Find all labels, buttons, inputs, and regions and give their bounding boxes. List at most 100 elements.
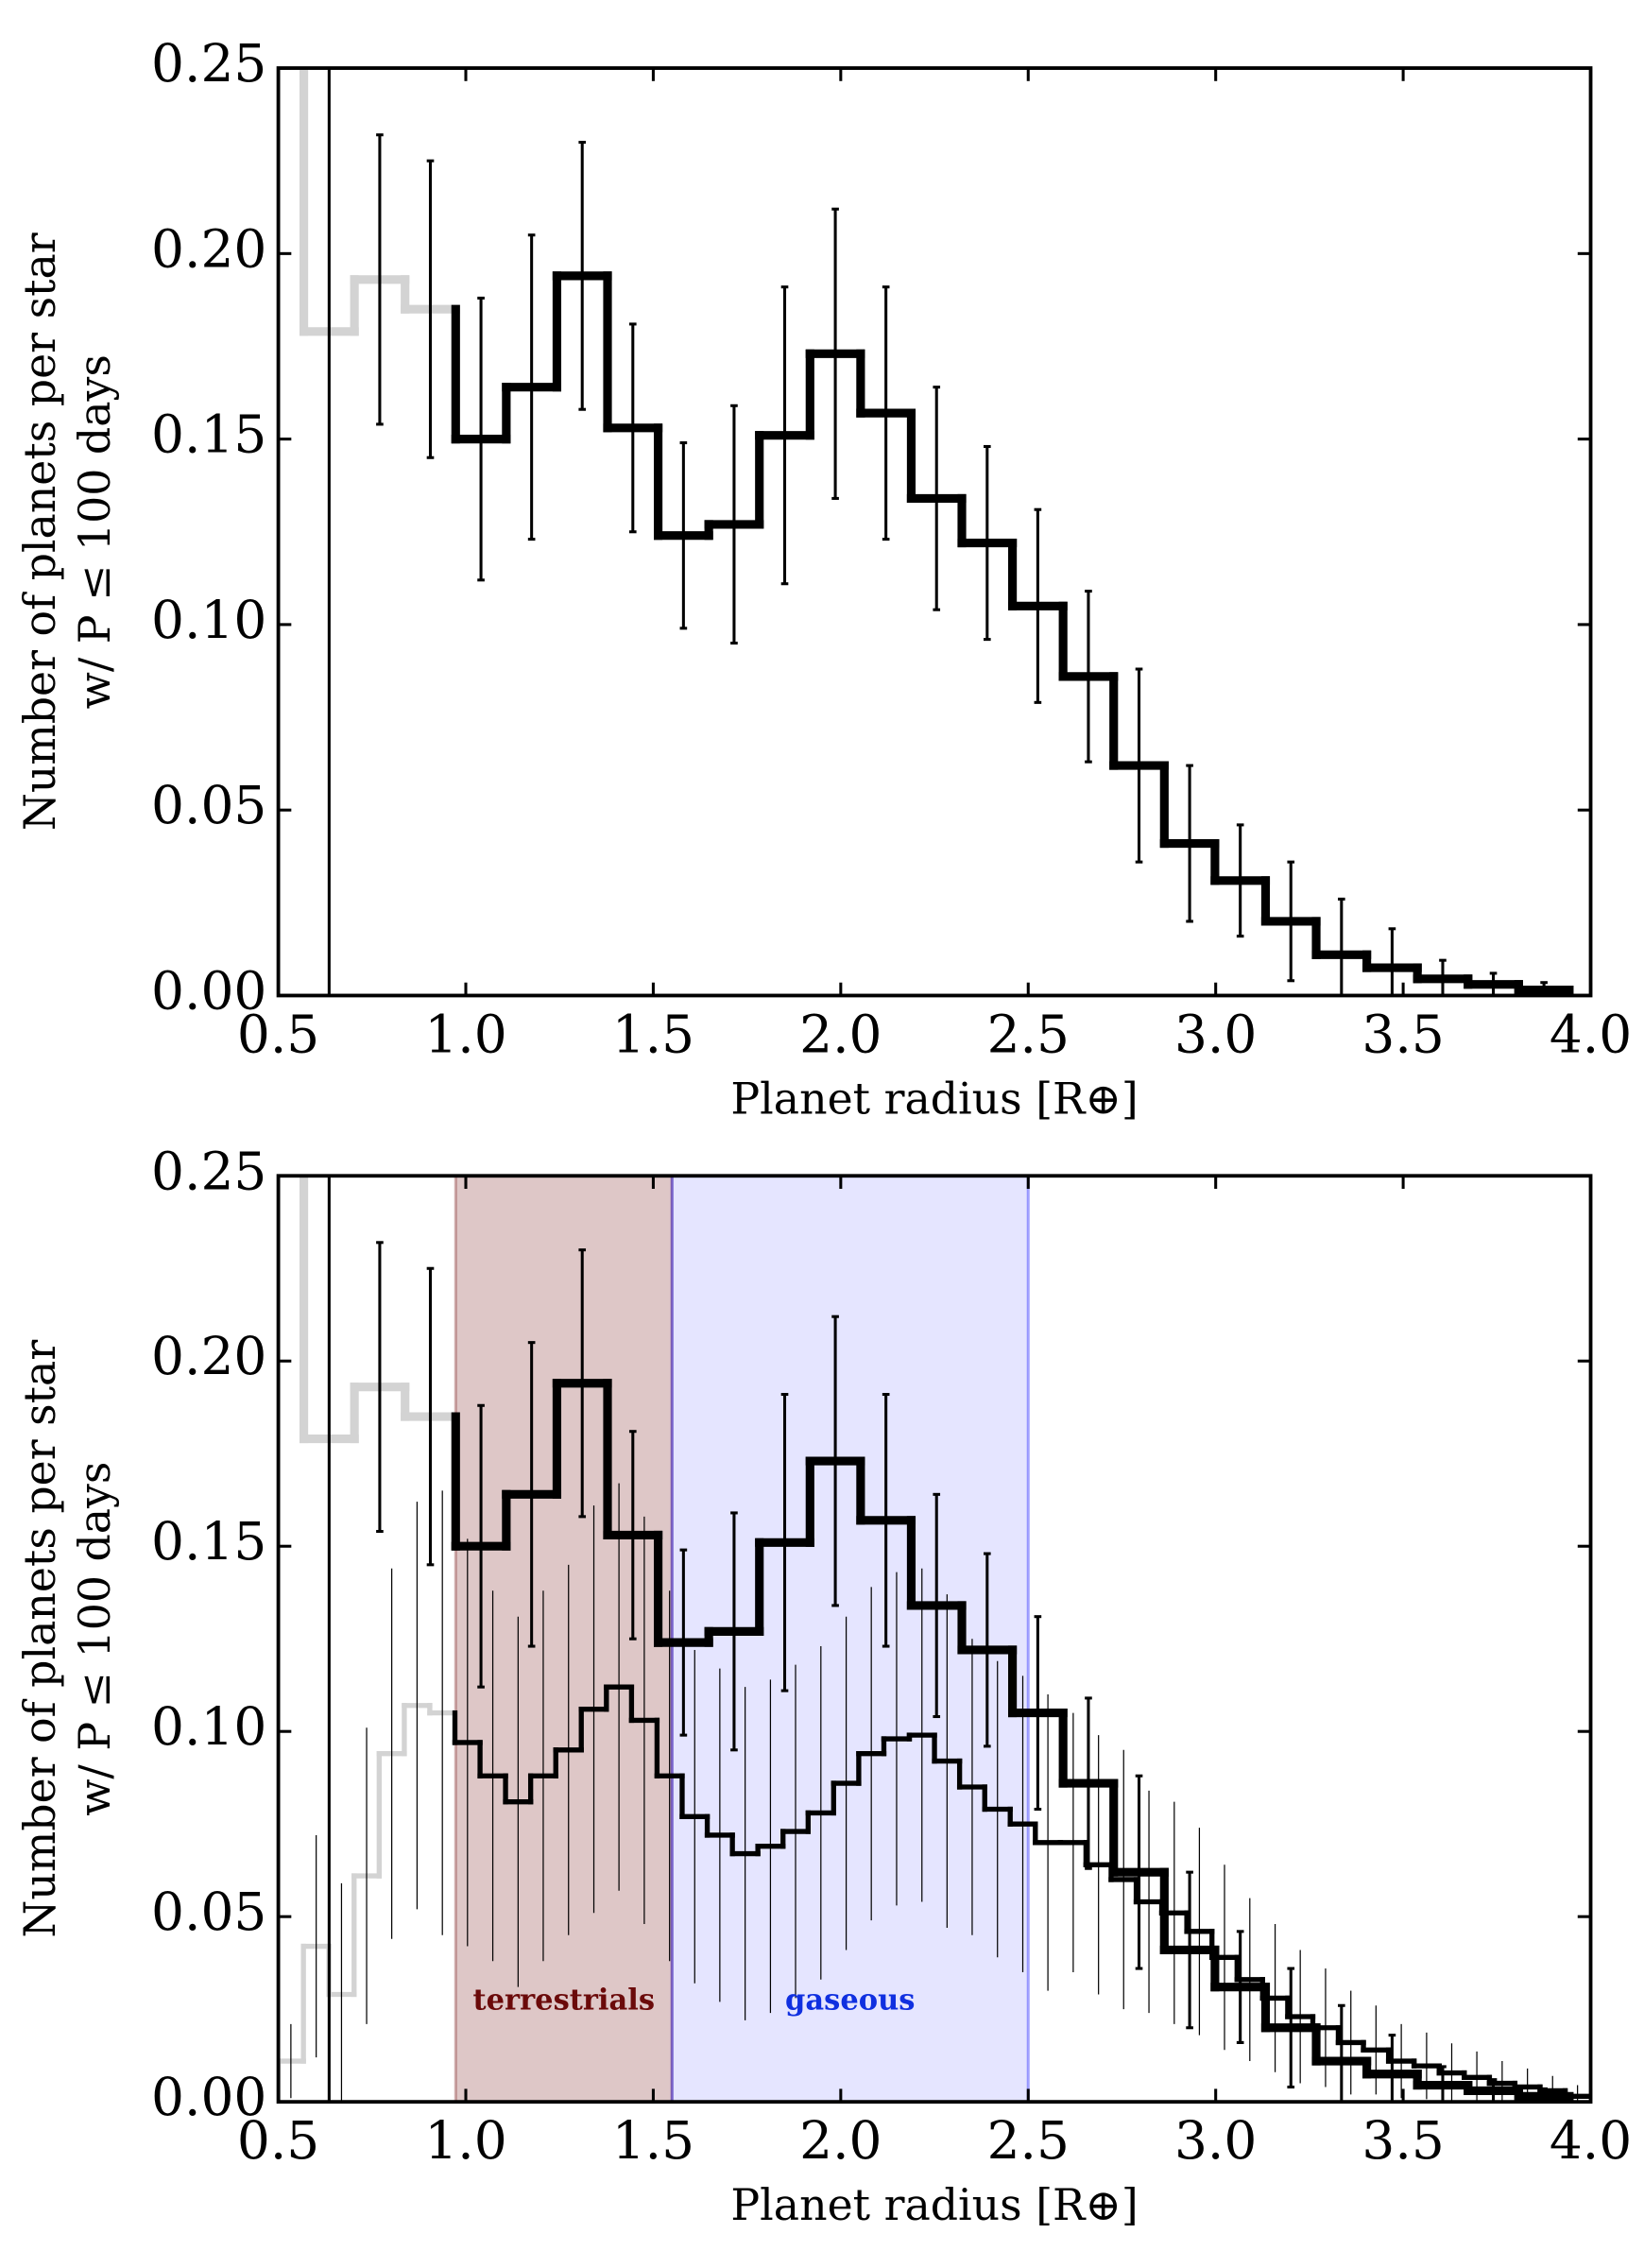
y-tick-label: 0.05 [151, 1881, 266, 1942]
y-tick-label: 0.15 [151, 1511, 266, 1572]
y-tick-label: 0.20 [151, 1326, 266, 1386]
error-bar [1287, 860, 1295, 983]
error-bar [426, 1266, 435, 1567]
x-tick-label: 2.0 [799, 2110, 882, 2171]
histogram-series [451, 271, 1574, 995]
error-bar [780, 285, 789, 586]
error-bar [578, 141, 587, 411]
error-bar [1085, 1696, 1092, 1870]
y-tick-label: 0.25 [151, 1141, 266, 1201]
error-bar [477, 296, 485, 582]
error-bar [730, 1511, 738, 1752]
error-bar [1489, 2078, 1498, 2103]
error-bar [1186, 764, 1193, 923]
error-bar [477, 1403, 485, 1689]
x-axis-label: Planet radius [R⊕] [730, 1074, 1138, 1124]
error-bar [376, 1241, 384, 1534]
x-tick-label: 2.0 [799, 1004, 882, 1064]
y-tick-label: 0.20 [151, 218, 266, 279]
error-bar [527, 233, 536, 541]
error-bar [983, 1552, 991, 1748]
error-bar [578, 1248, 587, 1519]
axes-frame [276, 66, 1593, 998]
x-tick-label: 1.5 [612, 2110, 694, 2171]
error-bar [730, 404, 738, 645]
y-axis-label: Number of planets per star [15, 232, 65, 831]
x-tick-label: 3.5 [1361, 1004, 1444, 1064]
region-label: gaseous [785, 1983, 915, 2017]
error-bar [1439, 958, 1447, 996]
error-bar [1085, 590, 1092, 764]
error-bars [477, 141, 1548, 996]
x-tick-label: 4.0 [1550, 2110, 1632, 2171]
error-bars [290, 1490, 443, 2103]
error-bar [1287, 1967, 1295, 2089]
error-bar [1186, 1870, 1193, 2030]
error-bar [831, 1314, 839, 1607]
error-bar [426, 159, 435, 459]
x-tick-label: 2.5 [987, 2110, 1070, 2171]
x-axis-label: Planet radius [R⊕] [730, 2180, 1138, 2230]
error-bar [780, 1392, 789, 1692]
error-bar [1135, 1774, 1143, 1970]
error-bar [1236, 823, 1244, 938]
error-bar [933, 386, 941, 611]
error-bars [278, 68, 435, 996]
error-bar [831, 207, 839, 500]
error-bars [467, 1483, 1579, 2103]
plot-area [278, 68, 1574, 996]
y-axis-label: w/ P ≤ 100 days [70, 354, 120, 709]
x-tick-label: 2.5 [987, 1004, 1070, 1064]
x-tick-label: 3.0 [1174, 1004, 1257, 1064]
y-axis-label: Number of planets per star [15, 1340, 65, 1938]
x-tick-label: 0.5 [237, 1004, 319, 1064]
error-bar [679, 441, 688, 630]
y-tick-label: 0.10 [151, 590, 266, 650]
error-bar [628, 1430, 637, 1641]
error-bar [882, 1392, 890, 1648]
error-bar [1236, 1930, 1244, 2044]
error-bar [679, 1548, 688, 1737]
error-bars [477, 1248, 1548, 2103]
error-bar [376, 133, 384, 426]
y-tick-label: 0.00 [151, 2067, 266, 2127]
x-tick-label: 0.5 [237, 2110, 319, 2171]
error-bar [1034, 507, 1042, 704]
y-tick-label: 0.10 [151, 1696, 266, 1757]
panel: terrestrials gaseous 0.5 1.0 1.5 2.0 2.5 3.0 3.5… [15, 1141, 1632, 2230]
y-tick-label: 0.05 [151, 775, 266, 835]
x-tick-label: 1.5 [612, 1004, 694, 1064]
x-tick-label: 1.0 [424, 1004, 506, 1064]
region-label: terrestrials [472, 1983, 655, 2017]
shaded-region [454, 1176, 674, 2103]
y-tick-label: 0.00 [151, 960, 266, 1021]
error-bar [1034, 1615, 1042, 1812]
error-bar [1135, 667, 1143, 864]
error-bar [1338, 897, 1345, 996]
error-bar [1489, 971, 1498, 996]
error-bar [327, 68, 331, 996]
error-bars [278, 1176, 435, 2103]
error-bar [983, 444, 991, 642]
plot-area [278, 1176, 1591, 2103]
error-bar [882, 285, 890, 541]
y-axis-label: w/ P ≤ 100 days [70, 1462, 120, 1816]
axes-frame [276, 1174, 1593, 2105]
error-bar [1388, 2034, 1396, 2103]
shaded-region [670, 1176, 1030, 2103]
error-bar [1338, 2003, 1345, 2103]
error-bar [1439, 2065, 1447, 2103]
error-bar [628, 322, 637, 534]
x-tick-label: 4.0 [1550, 1004, 1632, 1064]
x-tick-label: 1.0 [424, 2110, 506, 2171]
error-bar [327, 1176, 331, 2103]
panel: 0.5 1.0 1.5 2.0 2.5 3.0 3.5 4.0 0.00 0.05 0.10 0.15… [15, 33, 1632, 1124]
y-tick-label: 0.25 [151, 33, 266, 94]
x-tick-label: 3.5 [1361, 2110, 1444, 2171]
y-tick-label: 0.15 [151, 404, 266, 465]
error-bar [1388, 927, 1396, 996]
x-tick-label: 3.0 [1174, 2110, 1257, 2171]
error-bar [933, 1492, 941, 1719]
